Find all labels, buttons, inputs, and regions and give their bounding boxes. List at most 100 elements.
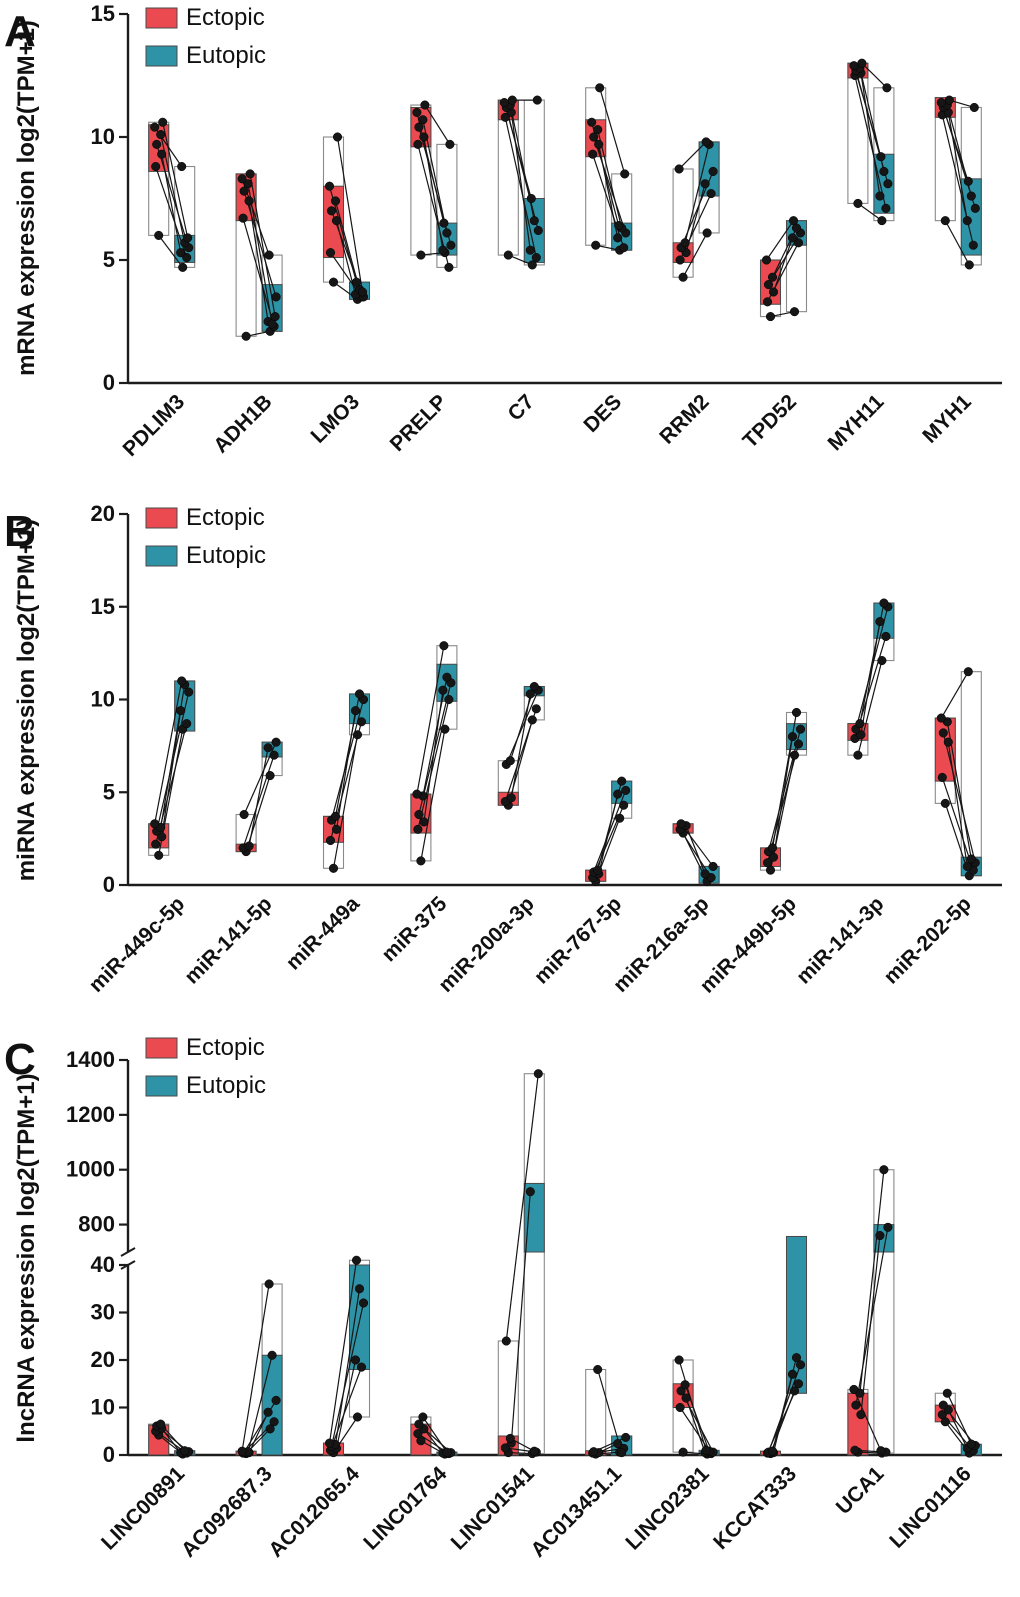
eutopic-point bbox=[619, 800, 629, 810]
ectopic-point bbox=[938, 1400, 948, 1410]
eutopic-bar bbox=[786, 1236, 807, 1394]
ectopic-point bbox=[151, 839, 161, 849]
eutopic-legend-label: Eutopic bbox=[186, 1072, 266, 1099]
eutopic-point bbox=[352, 1412, 363, 1422]
ectopic-point bbox=[156, 129, 166, 140]
pair-line bbox=[158, 235, 184, 268]
ectopic-point bbox=[674, 1355, 684, 1365]
ectopic-point bbox=[593, 865, 603, 875]
y-tick-label: 0 bbox=[103, 370, 115, 395]
eutopic-point bbox=[529, 216, 539, 226]
eutopic-point bbox=[444, 262, 454, 272]
ectopic-point bbox=[591, 240, 601, 250]
eutopic-point bbox=[271, 292, 281, 302]
y-tick-label: 5 bbox=[103, 779, 115, 804]
y-tick-label: 1400 bbox=[66, 1047, 115, 1072]
x-category-label: C7 bbox=[504, 390, 539, 425]
ectopic-point bbox=[414, 1419, 424, 1429]
ectopic-point bbox=[940, 216, 950, 226]
axis-break-mark bbox=[120, 1247, 136, 1257]
pair-line bbox=[854, 75, 887, 209]
ectopic-point bbox=[767, 843, 778, 853]
ectopic-legend-swatch bbox=[145, 1037, 178, 1059]
ectopic-point bbox=[505, 756, 515, 766]
ectopic-point bbox=[330, 811, 341, 821]
eutopic-point bbox=[875, 191, 885, 201]
ectopic-point bbox=[589, 132, 599, 142]
ectopic-point bbox=[763, 280, 774, 290]
ectopic-point bbox=[331, 824, 342, 834]
pair-line bbox=[599, 87, 626, 175]
ectopic-point bbox=[501, 1336, 511, 1346]
eutopic-point bbox=[621, 785, 631, 795]
pair-line bbox=[510, 693, 531, 798]
eutopic-point bbox=[533, 225, 543, 236]
ectopic-point bbox=[857, 58, 867, 68]
pair-line bbox=[592, 154, 625, 248]
eutopic-point bbox=[183, 233, 193, 243]
pair-line bbox=[766, 743, 800, 863]
eutopic-point bbox=[351, 1255, 362, 1265]
x-category-label: AC092687.3 bbox=[177, 1462, 277, 1562]
eutopic-point bbox=[176, 248, 186, 258]
ectopic-point bbox=[237, 1446, 247, 1456]
eutopic-point bbox=[442, 228, 452, 238]
ectopic-point bbox=[853, 198, 863, 208]
eutopic-point bbox=[177, 161, 187, 172]
pair-line bbox=[678, 141, 707, 170]
eutopic-point bbox=[788, 216, 799, 226]
x-category-label: DES bbox=[579, 390, 626, 437]
pair-line bbox=[509, 104, 535, 221]
eutopic-point bbox=[184, 687, 194, 697]
eutopic-point bbox=[264, 250, 274, 260]
eutopic-point bbox=[525, 245, 535, 255]
y-tick-label: 10 bbox=[91, 124, 115, 149]
pair-line bbox=[947, 742, 968, 867]
eutopic-point bbox=[702, 228, 712, 238]
pair-line bbox=[247, 1355, 273, 1452]
eutopic-point bbox=[442, 672, 452, 682]
eutopic-point bbox=[178, 262, 188, 272]
pair-line bbox=[942, 732, 976, 863]
pair-line bbox=[422, 677, 448, 797]
x-category-label: miR-141-3p bbox=[792, 892, 888, 988]
eutopic-point bbox=[613, 789, 623, 799]
ectopic-point bbox=[325, 835, 336, 846]
pair-line bbox=[947, 112, 968, 221]
pair-line bbox=[597, 1369, 623, 1453]
eutopic-point bbox=[439, 218, 449, 228]
ectopic-point bbox=[413, 139, 423, 149]
ectopic-point bbox=[412, 789, 422, 799]
x-category-label: ADH1B bbox=[209, 390, 276, 457]
x-category-label: miR-202-5p bbox=[880, 892, 976, 988]
pair-line bbox=[509, 686, 535, 761]
pair-line bbox=[334, 200, 361, 290]
eutopic-point bbox=[787, 732, 798, 742]
eutopic-bar bbox=[261, 1354, 283, 1456]
x-category-label: LINC02381 bbox=[621, 1462, 713, 1554]
eutopic-legend-label: Eutopic bbox=[186, 42, 266, 69]
eutopic-point bbox=[962, 861, 972, 872]
eutopic-point bbox=[529, 1446, 539, 1456]
pair-line bbox=[156, 691, 190, 832]
pair-line bbox=[154, 680, 183, 824]
eutopic-point bbox=[356, 1362, 367, 1372]
panel-b-legend: Ectopic Eutopic bbox=[145, 504, 266, 569]
panel-a-y-axis-title: mRNA expression log2(TPM+1) bbox=[13, 20, 40, 376]
ectopic-point bbox=[244, 841, 254, 851]
eutopic-point bbox=[533, 1069, 543, 1079]
eutopic-point bbox=[356, 717, 367, 727]
eutopic-point bbox=[708, 166, 718, 176]
ectopic-point bbox=[678, 272, 688, 282]
eutopic-point bbox=[442, 1447, 452, 1457]
panel-b-y-axis-title: miRNA expression log2(TPM+1) bbox=[13, 519, 40, 882]
eutopic-point bbox=[791, 707, 802, 718]
ectopic-point bbox=[850, 1445, 860, 1455]
pair-line bbox=[241, 1283, 270, 1452]
ectopic-point bbox=[680, 238, 690, 248]
pair-line bbox=[249, 173, 276, 317]
eutopic-point bbox=[269, 1417, 279, 1427]
ectopic-point bbox=[595, 83, 605, 93]
eutopic-point bbox=[964, 260, 974, 270]
